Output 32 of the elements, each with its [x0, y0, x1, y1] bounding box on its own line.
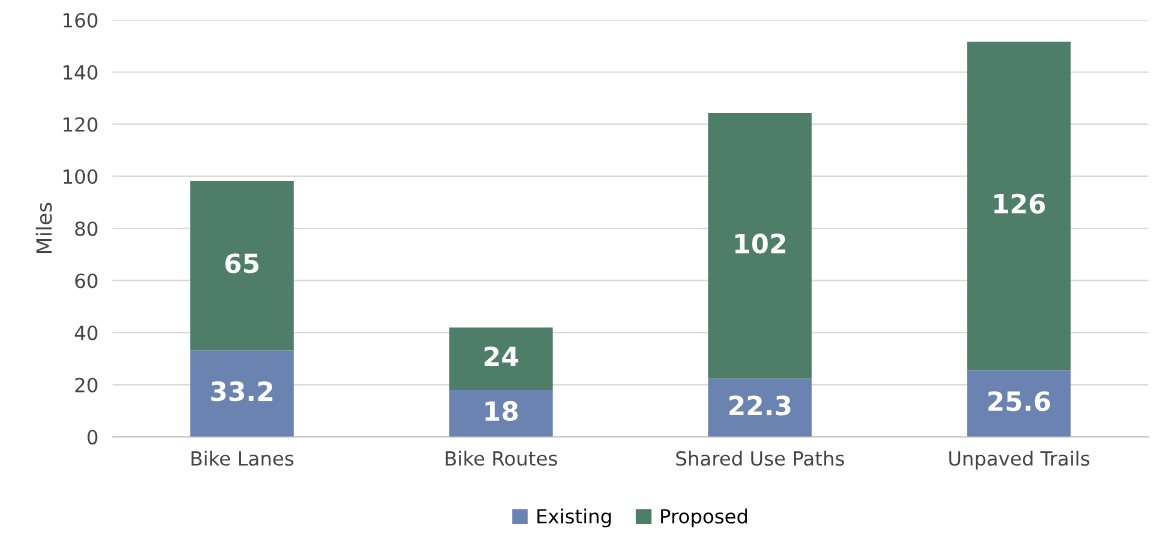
data-label: 102	[735, 233, 786, 254]
bar	[190, 181, 294, 351]
data-label: 25.6	[988, 391, 1051, 412]
y-tick-label: 100	[63, 169, 98, 184]
y-tick-label: 120	[63, 117, 98, 132]
bar	[708, 378, 812, 437]
y-tick-label: 60	[75, 273, 98, 289]
data-label: 65	[225, 253, 259, 274]
bar	[190, 350, 294, 437]
x-tick-label: Shared Use Paths	[676, 450, 844, 466]
y-tick-label: 20	[75, 377, 98, 393]
y-tick-label: 80	[75, 221, 98, 237]
legend-label: Existing	[537, 508, 611, 528]
bar	[967, 370, 1071, 437]
x-tick-label: Bike Routes	[445, 450, 558, 466]
x-tick-label: Unpaved Trails	[949, 450, 1090, 470]
data-label: 24	[484, 346, 519, 366]
y-tick-label: 40	[74, 325, 98, 341]
data-label: 126	[994, 193, 1046, 214]
y-tick-label: 160	[63, 12, 98, 28]
y-axis-title: Miles	[35, 202, 52, 253]
bar	[967, 41, 1071, 371]
bar	[449, 327, 553, 390]
data-label: 33.2	[211, 381, 273, 402]
bar	[708, 113, 812, 379]
data-label: 18	[485, 401, 518, 422]
y-tick-label: 140	[63, 65, 98, 80]
data-label: 22.3	[729, 395, 791, 416]
y-tick-label: 0	[87, 429, 98, 445]
x-tick-label: Bike Lanes	[191, 450, 294, 466]
legend-label: Proposed	[661, 508, 747, 528]
bar	[449, 389, 553, 437]
